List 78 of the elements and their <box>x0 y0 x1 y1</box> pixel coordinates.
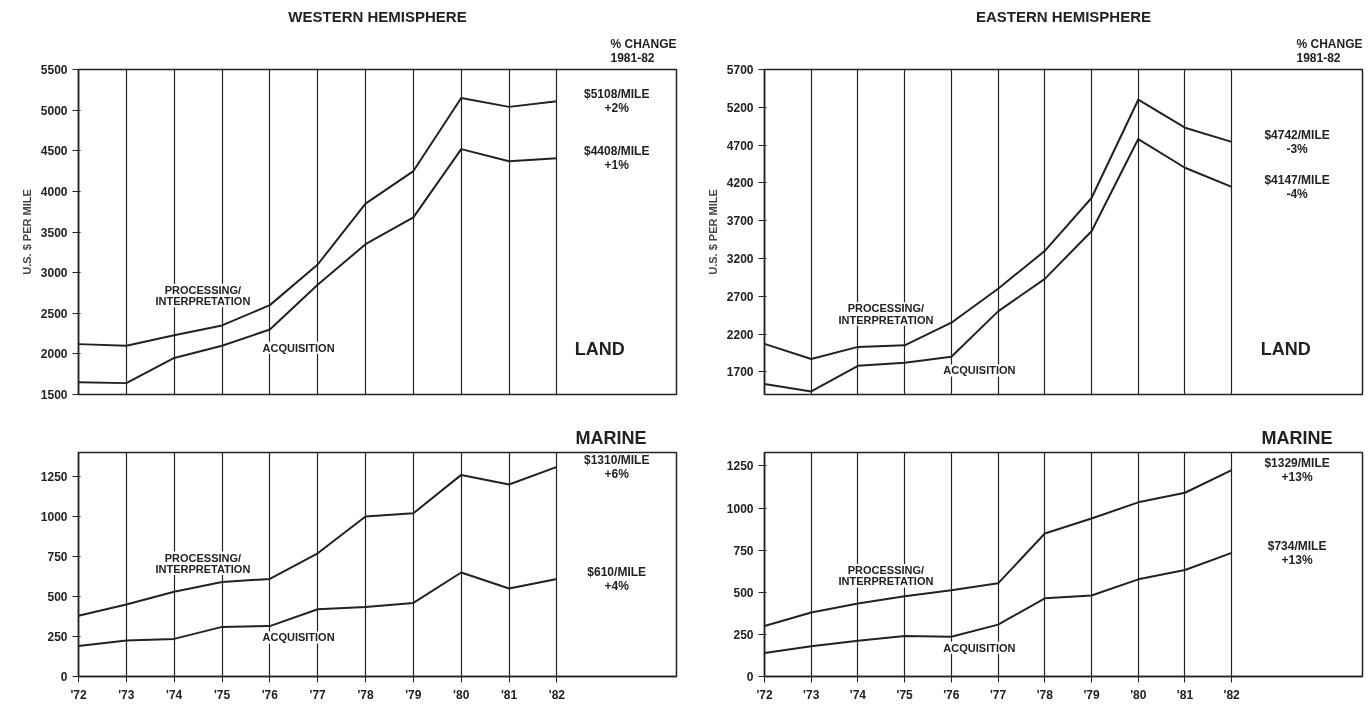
y-tick-label: 750 <box>733 543 754 558</box>
x-tick-label: '77 <box>989 687 1007 702</box>
annotation: $610/MILE +4% <box>587 564 647 593</box>
x-tick-label: '78 <box>357 687 374 702</box>
x-tick-label: '72 <box>70 687 87 702</box>
y-tick-label: 1250 <box>726 459 754 474</box>
x-tick-label: '79 <box>1083 687 1100 702</box>
y-tick-label: 3200 <box>726 251 754 266</box>
annotation: $4742/MILE -3% <box>1264 127 1330 156</box>
y-tick-label: 3700 <box>726 214 754 229</box>
y-tick-label: 2500 <box>40 306 68 321</box>
chart-title: WESTERN HEMISPHERE <box>288 7 467 25</box>
y-tick-label: 2000 <box>40 347 68 362</box>
x-tick-label: '75 <box>896 687 914 702</box>
y-tick-label: 500 <box>47 590 68 604</box>
y-tick-label: 3000 <box>40 266 68 281</box>
annotation: LAND <box>1260 339 1311 359</box>
series-label: ACQUISITION <box>262 631 335 644</box>
text: MARINE <box>1261 427 1333 448</box>
series-label: PROCESSING/ INTERPRETATION <box>155 551 251 576</box>
x-tick-label: '82 <box>1223 687 1241 702</box>
annotation: $1329/MILE +13% <box>1264 456 1330 485</box>
annotation: $5108/MILE +2% <box>584 87 650 116</box>
x-tick-label: '76 <box>943 687 960 702</box>
x-tick-label: '73 <box>118 687 135 702</box>
text: MARINE <box>575 427 647 448</box>
annotation: $734/MILE +13% <box>1267 538 1327 567</box>
y-tick-label: 0 <box>60 670 68 684</box>
y-tick-label: 250 <box>733 627 754 642</box>
y-tick-label: 1500 <box>40 388 68 402</box>
chart-title: EASTERN HEMISPHERE <box>975 7 1152 25</box>
x-tick-label: '79 <box>405 687 422 702</box>
x-tick-label: '75 <box>213 687 231 702</box>
series-label: PROCESSING/ INTERPRETATION <box>838 302 934 326</box>
series-label: PROCESSING/ INTERPRETATION <box>838 563 934 588</box>
y-tick-label: 5500 <box>40 63 68 77</box>
x-tick-label: '74 <box>166 687 183 702</box>
x-tick-label: '74 <box>849 687 867 702</box>
x-tick-label: '78 <box>1036 687 1054 702</box>
series-label: ACQUISITION <box>943 641 1016 654</box>
x-tick-label: '76 <box>261 687 279 702</box>
y-tick-label: 1000 <box>726 501 754 516</box>
series-label: ACQUISITION <box>943 364 1016 377</box>
y-tick-label: 4200 <box>726 176 754 191</box>
series-label: ACQUISITION <box>262 341 335 354</box>
y-tick-label: 1250 <box>40 470 68 484</box>
annotation: $4408/MILE +1% <box>584 144 650 173</box>
y-tick-label: 1700 <box>726 365 754 380</box>
annotation: LAND <box>574 339 625 359</box>
y-tick-label: 5200 <box>726 100 754 115</box>
y-tick-label: 500 <box>733 585 754 600</box>
y-tick-label: 0 <box>746 670 754 684</box>
x-tick-label: '72 <box>756 687 773 702</box>
y-tick-label: 5700 <box>726 63 754 77</box>
x-tick-label: '73 <box>803 687 820 702</box>
y-tick-label: 1000 <box>40 510 68 524</box>
x-tick-label: '81 <box>500 687 518 702</box>
y-tick-label: 2700 <box>726 289 754 304</box>
x-tick-label: '81 <box>1176 687 1194 702</box>
y-tick-label: 4500 <box>40 144 68 159</box>
y-tick-label: 750 <box>47 550 68 564</box>
y-axis-title: U.S. $ PER MILE <box>20 189 33 275</box>
x-tick-label: '80 <box>453 687 470 702</box>
y-tick-label: 4000 <box>40 184 68 199</box>
series-label: PROCESSING/ INTERPRETATION <box>155 283 251 308</box>
x-tick-label: '80 <box>1130 687 1147 702</box>
y-tick-label: 2200 <box>726 327 754 342</box>
y-tick-label: 250 <box>47 630 68 644</box>
y-tick-label: 5000 <box>40 103 68 118</box>
annotation: $4147/MILE -4% <box>1264 172 1330 201</box>
x-tick-label: '82 <box>548 687 566 702</box>
text: % CHANGE 1981-82 <box>1296 36 1363 65</box>
text: % CHANGE 1981-82 <box>610 36 677 65</box>
annotation: $1310/MILE +6% <box>584 452 650 481</box>
y-tick-label: 4700 <box>726 138 754 153</box>
y-axis-title: U.S. $ PER MILE <box>706 189 719 275</box>
x-tick-label: '77 <box>309 687 327 702</box>
y-tick-label: 3500 <box>40 225 68 240</box>
